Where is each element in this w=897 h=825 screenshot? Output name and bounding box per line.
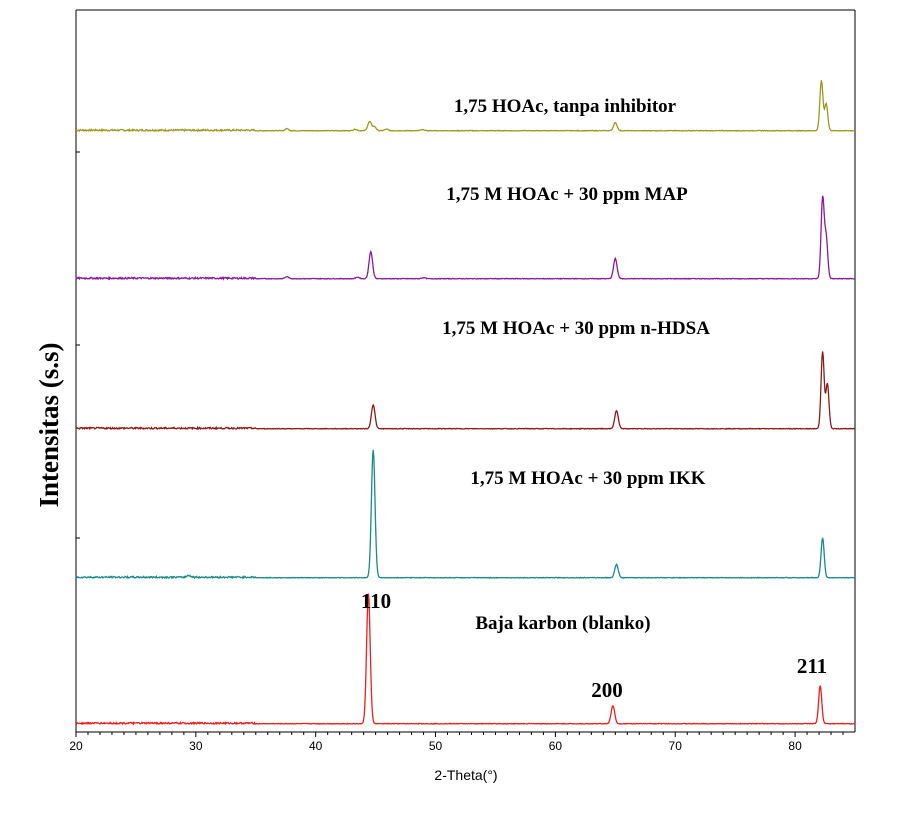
series-line-blanko <box>75 593 856 726</box>
peak-label-110: 110 <box>361 589 391 613</box>
series-line-n-hdsa <box>75 351 856 431</box>
x-tick-label-70: 70 <box>669 739 683 753</box>
series-line-ikk <box>75 449 856 580</box>
series-label-map: 1,75 M HOAc + 30 ppm MAP <box>446 184 688 205</box>
series-layer <box>75 80 856 726</box>
x-axis-label: 2-Theta(°) <box>434 767 497 783</box>
series-label-n-hdsa: 1,75 M HOAc + 30 ppm n-HDSA <box>442 318 710 339</box>
series-line-map <box>75 195 856 281</box>
x-tick-label-50: 50 <box>429 739 443 753</box>
series-label-blanko: Baja karbon (blanko) <box>475 613 650 634</box>
x-tick-label-20: 20 <box>69 739 83 753</box>
x-tick-label-60: 60 <box>549 739 563 753</box>
y-axis-label: Intensitas (s.s) <box>34 342 64 507</box>
x-ticks: 20 30 40 50 60 70 80 <box>69 732 844 753</box>
x-tick-label-30: 30 <box>189 739 203 753</box>
series-label-ikk: 1,75 M HOAc + 30 ppm IKK <box>470 468 705 489</box>
series-label-tanpa-inhibitor: 1,75 HOAc, tanpa inhibitor <box>454 96 677 117</box>
x-tick-label-40: 40 <box>309 739 323 753</box>
peak-label-200: 200 <box>591 678 623 702</box>
x-tick-label-80: 80 <box>788 739 802 753</box>
series-line-tanpa-inhibitor <box>75 80 856 133</box>
peak-label-211: 211 <box>797 654 827 678</box>
